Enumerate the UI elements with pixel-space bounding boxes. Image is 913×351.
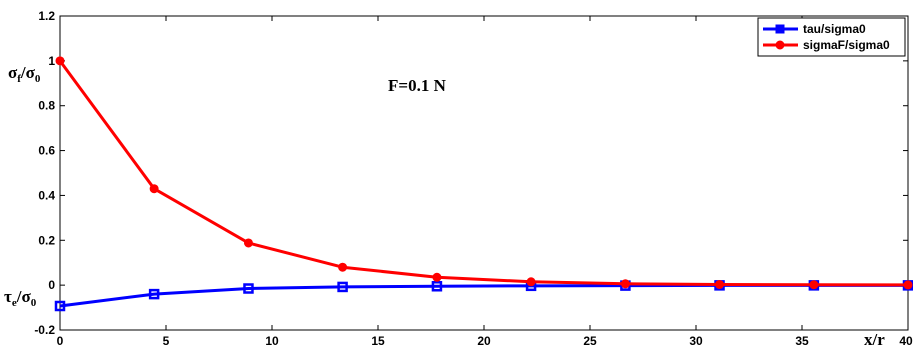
- series-1: [55, 56, 913, 290]
- data-point: [432, 272, 442, 282]
- y-label-tau-e-main: τ: [4, 287, 12, 306]
- x-tick-label: 20: [477, 334, 491, 348]
- data-point: [55, 56, 65, 66]
- x-tick-label: 40: [899, 334, 913, 348]
- data-point: [903, 280, 913, 290]
- x-axis-ticks: 0 5 10 15 20 25 30 35 40: [57, 16, 913, 348]
- x-tick-label: 15: [371, 334, 385, 348]
- legend-marker-sigma: [775, 40, 785, 50]
- y-label-sigma-f-sub1: f: [17, 73, 21, 85]
- plot-area: [59, 15, 909, 331]
- data-point: [526, 277, 536, 287]
- x-tick-label: 35: [795, 334, 809, 348]
- y-tick-label: 0.6: [38, 144, 55, 158]
- y-label-tau-e-sub2: 0: [31, 297, 37, 309]
- y-label-sigma-f-main: σ: [8, 63, 18, 82]
- y-tick-label: 0.4: [38, 188, 55, 202]
- legend: tau/sigma0 sigmaF/sigma0: [757, 17, 906, 57]
- y-label-sigma-f-slash: /σ: [20, 63, 36, 82]
- x-axis-label: x/r: [864, 330, 885, 349]
- legend-label-sigma: sigmaF/sigma0: [803, 38, 890, 52]
- y-tick-label: 0.8: [38, 99, 55, 113]
- data-point: [809, 280, 819, 290]
- data-point: [149, 184, 159, 194]
- series-layer: [54, 56, 913, 312]
- data-point: [337, 281, 348, 293]
- y-label-tau-e: τe/σ0: [4, 287, 37, 309]
- y-label-tau-e-slash: /σ: [16, 287, 32, 306]
- data-point: [338, 262, 348, 272]
- y-axis-ticks: -0.2 0 0.2 0.4 0.6 0.8 1 1.2: [34, 9, 908, 337]
- x-tick-label: 30: [689, 334, 703, 348]
- data-point: [54, 300, 66, 312]
- annotation-force: F=0.1 N: [388, 76, 447, 95]
- legend-marker-tau: [775, 24, 785, 34]
- data-point: [148, 288, 160, 300]
- data-point: [715, 279, 725, 289]
- y-tick-label: -0.2: [34, 323, 55, 337]
- series-line: [58, 59, 909, 287]
- y-label-tau-e-sub1: e: [12, 297, 17, 309]
- legend-label-tau: tau/sigma0: [803, 22, 866, 36]
- data-point: [243, 238, 253, 248]
- data-point: [620, 279, 630, 289]
- y-tick-label: 0.2: [38, 233, 55, 247]
- x-tick-label: 25: [583, 334, 597, 348]
- data-point: [431, 281, 443, 292]
- data-point: [243, 283, 254, 294]
- x-tick-label: 10: [265, 334, 279, 348]
- y-label-sigma-f: σf/σ0: [8, 63, 41, 85]
- y-tick-label: 1.2: [38, 9, 55, 23]
- y-tick-label: 1: [48, 54, 55, 68]
- y-label-sigma-f-sub2: 0: [35, 73, 41, 85]
- y-tick-label: 0: [48, 278, 55, 292]
- x-tick-label: 0: [57, 334, 64, 348]
- legend-box: [757, 17, 906, 57]
- x-tick-label: 5: [163, 334, 170, 348]
